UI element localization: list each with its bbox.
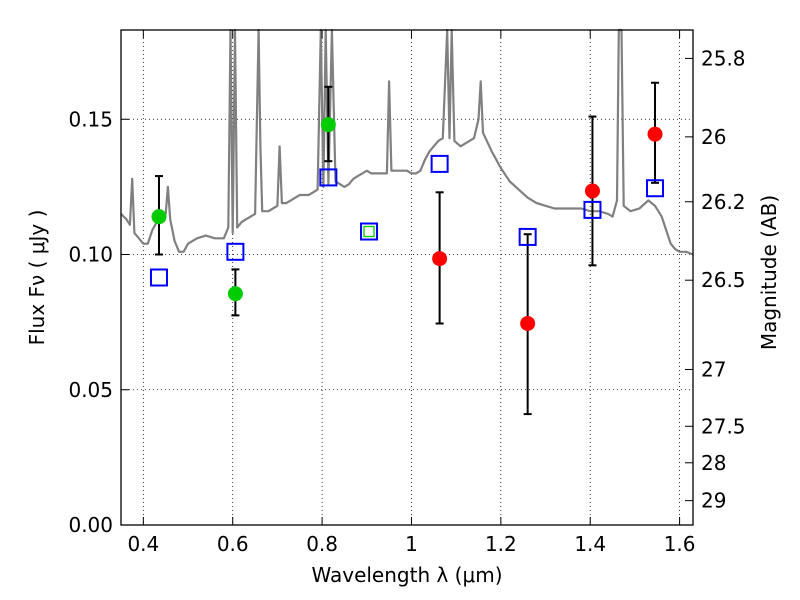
data-point-square [646, 179, 665, 198]
data-point-square [430, 154, 449, 173]
data-point-square [149, 268, 168, 287]
x-tick-label: 1 [405, 532, 418, 556]
data-point-circle [151, 209, 167, 225]
right-tick-label: 26 [701, 125, 726, 149]
y-tick-label: 0.05 [68, 378, 113, 402]
right-tick-label: 26.2 [701, 190, 746, 214]
x-tick-label: 0.4 [127, 532, 159, 556]
data-point-square [319, 168, 338, 187]
x-axis-title: Wavelength λ (μm) [311, 563, 502, 587]
data-point-square [226, 242, 245, 261]
x-tick-label: 0.8 [306, 532, 338, 556]
y-tick-label: 0.10 [68, 243, 113, 267]
right-axis-title: Magnitude (AB) [757, 195, 781, 350]
data-point-square [518, 227, 537, 246]
data-point-circle [227, 286, 243, 302]
model-spectrum [120, 28, 694, 256]
y-tick-label: 0.15 [68, 107, 113, 131]
x-tick-label: 1.6 [664, 532, 696, 556]
data-point-circle [584, 183, 600, 199]
data-points [149, 117, 665, 331]
plot-background [121, 30, 693, 525]
x-tick-label: 0.6 [217, 532, 249, 556]
right-tick-label: 27.5 [701, 414, 746, 438]
y-axis-title: Flux Fν ( μJy ) [25, 210, 49, 346]
axis-ticks: 0.4 0.6 0.8 1 1.2 1.4 1.6 0.00 0.05 0.10 0.15 25.8 2… [68, 30, 746, 556]
data-point-circle [432, 251, 448, 267]
x-tick-label: 1.2 [485, 532, 517, 556]
data-point-circle [520, 315, 536, 331]
data-point-square [583, 200, 602, 219]
right-tick-label: 25.8 [701, 46, 746, 70]
model-spectrum-line [120, 28, 694, 256]
plot-frame [120, 29, 694, 526]
data-point-small-square [363, 225, 375, 238]
x-tick-label: 1.4 [574, 532, 606, 556]
right-tick-label: 27 [701, 357, 726, 381]
data-point-circle [647, 126, 663, 142]
data-point-circle [320, 117, 336, 133]
data-point-square [360, 222, 379, 241]
right-tick-label: 29 [701, 489, 726, 513]
y-tick-label: 0.00 [68, 513, 113, 537]
right-tick-label: 28 [701, 451, 726, 475]
right-tick-label: 26.5 [701, 268, 746, 292]
